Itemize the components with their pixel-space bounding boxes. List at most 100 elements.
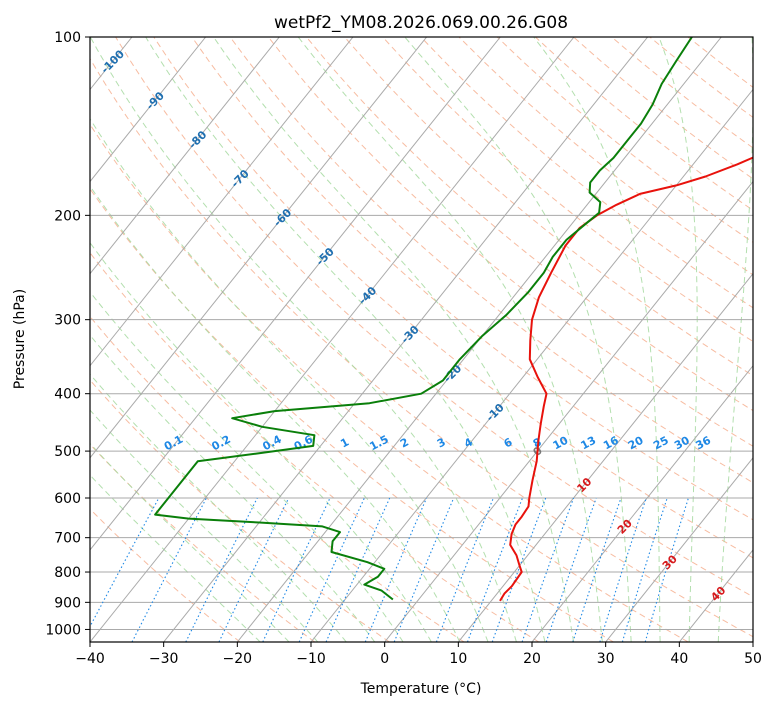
moist-adiabat-line xyxy=(90,291,404,642)
moist-adiabat-line xyxy=(658,37,698,642)
isotherm-line xyxy=(90,37,280,275)
mixing-ratio-line xyxy=(435,497,494,642)
moist-adiabat-line xyxy=(90,117,489,642)
isotherm-label: 20 xyxy=(615,517,635,537)
moist-adiabat-line xyxy=(145,37,546,642)
mixing-ratio-line xyxy=(572,497,622,642)
mixing-ratio-line xyxy=(491,497,547,642)
x-tick-label: −20 xyxy=(223,651,253,667)
dry-adiabat-line xyxy=(687,37,753,88)
dry-adiabat-line xyxy=(90,315,465,642)
x-tick-label: 10 xyxy=(449,651,467,667)
x-tick-label: 30 xyxy=(597,651,615,667)
mixing-ratio-label: 1.5 xyxy=(367,433,390,454)
isotherm-line xyxy=(384,180,753,642)
mixing-ratio-label: 16 xyxy=(601,434,621,453)
x-tick-label: −40 xyxy=(75,651,105,667)
isotherm-label: -50 xyxy=(314,245,337,268)
mixing-ratio-label: 10 xyxy=(551,434,571,453)
isotherm-line xyxy=(163,37,649,642)
mixing-ratio-label: 1 xyxy=(338,435,351,450)
reference-lines xyxy=(0,37,753,642)
y-axis-label: Pressure (hPa) xyxy=(12,289,28,389)
mixing-ratio-line xyxy=(599,497,647,642)
isotherm-line xyxy=(90,37,354,367)
y-tick-label: 500 xyxy=(54,444,81,460)
moist-adiabat-line xyxy=(533,37,661,642)
dry-adiabat-line xyxy=(458,37,753,276)
x-tick-label: −30 xyxy=(149,651,179,667)
moist-adiabat-line xyxy=(90,373,347,642)
isotherm-line xyxy=(0,37,58,642)
isotherm-line xyxy=(752,641,753,642)
dewpoint-line xyxy=(154,37,693,601)
mixing-ratio-label: 6 xyxy=(502,435,515,450)
mixing-ratio-line xyxy=(466,497,524,642)
isotherm-line xyxy=(457,272,753,642)
mixing-ratio-label: 2 xyxy=(398,435,411,450)
moist-adiabat-line xyxy=(717,37,753,642)
isotherm-line xyxy=(90,37,501,551)
mixing-ratio-label: 4 xyxy=(462,435,475,450)
isotherm-label: -40 xyxy=(356,284,379,307)
y-tick-label: 400 xyxy=(54,387,81,403)
isotherm-label: -60 xyxy=(271,206,294,229)
moist-adiabat-line xyxy=(90,334,376,642)
sounding-series xyxy=(154,37,753,602)
dry-adiabat-line xyxy=(90,57,753,638)
mixing-ratio-label: 20 xyxy=(626,434,646,453)
y-tick-label: 300 xyxy=(54,313,81,329)
mixing-ratio-line xyxy=(644,497,689,642)
isotherm-label: 40 xyxy=(708,584,728,604)
dry-adiabat-line xyxy=(90,508,241,642)
dry-adiabat-line xyxy=(382,37,753,343)
dry-adiabat-line xyxy=(649,37,753,118)
isotherm-label: -70 xyxy=(229,167,252,190)
mixing-ratio-line xyxy=(621,497,668,642)
mixing-ratio-label: 30 xyxy=(672,434,692,453)
mixing-ratio-line xyxy=(325,497,391,642)
mixing-ratio-label: 3 xyxy=(435,435,448,450)
mixing-ratio-label: 25 xyxy=(651,434,671,453)
isotherm-line xyxy=(90,37,428,459)
x-tick-label: 40 xyxy=(670,651,688,667)
moist-adiabat-line xyxy=(90,442,290,642)
y-tick-label: 700 xyxy=(54,531,81,547)
isotherm-label: -90 xyxy=(144,89,167,112)
x-tick-label: −10 xyxy=(296,651,326,667)
moist-adiabat-line xyxy=(404,37,632,642)
isotherm-line xyxy=(678,549,753,642)
moist-adiabat-line xyxy=(90,409,319,642)
mixing-ratio-label: 0.2 xyxy=(209,433,232,454)
isotherm-label: -80 xyxy=(186,128,209,151)
x-axis-label: Temperature (°C) xyxy=(360,681,482,697)
isotherm-line xyxy=(310,88,753,642)
chart-title: wetPf2_YM08.2026.069.00.26.G08 xyxy=(274,13,568,33)
isotherm-label: 10 xyxy=(574,475,594,495)
moist-adiabat-line xyxy=(90,37,517,642)
x-tick-label: 20 xyxy=(523,651,541,667)
y-tick-label: 200 xyxy=(54,208,81,224)
isotherm-label: -30 xyxy=(399,323,422,346)
axes: −40 −30 −20 −10 0 10 20 30 40 5010020030040050060… xyxy=(45,30,762,667)
mixing-ratio-line xyxy=(521,497,575,642)
x-tick-label: 50 xyxy=(744,651,762,667)
y-tick-label: 1000 xyxy=(45,622,81,638)
dry-adiabat-line xyxy=(90,123,689,642)
mixing-ratio-line xyxy=(545,497,597,642)
isotherm-label: -10 xyxy=(484,401,507,424)
y-tick-label: 100 xyxy=(54,30,81,46)
mixing-ratio-line xyxy=(262,497,331,642)
dry-adiabat-line xyxy=(90,379,390,642)
moist-adiabat-line xyxy=(90,185,461,642)
dry-adiabat-line xyxy=(535,37,753,211)
dry-adiabat-line xyxy=(267,37,753,447)
moist-adiabat-line xyxy=(90,241,432,642)
isotherm-line xyxy=(90,37,575,642)
mixing-ratio-line xyxy=(218,497,290,642)
dry-adiabat-line xyxy=(573,37,753,180)
dry-adiabat-line xyxy=(344,37,753,377)
moist-adiabat-line xyxy=(213,37,575,642)
moist-adiabat-line xyxy=(297,37,603,642)
